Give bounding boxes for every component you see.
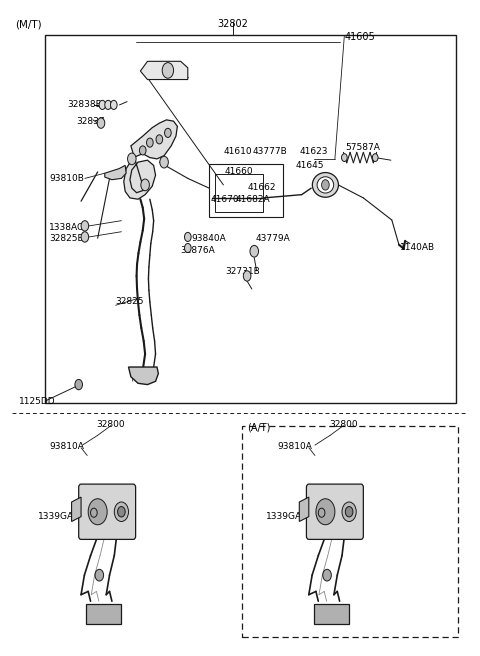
Circle shape bbox=[91, 508, 97, 518]
Circle shape bbox=[160, 156, 168, 168]
Circle shape bbox=[322, 180, 329, 190]
Text: 41610: 41610 bbox=[223, 146, 252, 155]
Circle shape bbox=[318, 508, 325, 518]
Bar bbox=[216, 174, 263, 213]
Text: 1140AB: 1140AB bbox=[400, 243, 435, 252]
Circle shape bbox=[243, 271, 251, 281]
Polygon shape bbox=[105, 165, 126, 180]
Circle shape bbox=[162, 62, 174, 78]
Circle shape bbox=[114, 502, 129, 522]
Text: 41605: 41605 bbox=[344, 32, 375, 42]
Text: 32802: 32802 bbox=[217, 19, 248, 29]
FancyBboxPatch shape bbox=[79, 484, 136, 539]
Circle shape bbox=[81, 232, 89, 242]
Circle shape bbox=[342, 502, 356, 522]
Circle shape bbox=[99, 100, 106, 110]
Text: 32837: 32837 bbox=[76, 117, 105, 126]
Text: 41682A: 41682A bbox=[235, 195, 270, 204]
Text: 41660: 41660 bbox=[225, 167, 253, 176]
Circle shape bbox=[105, 100, 111, 110]
Polygon shape bbox=[140, 61, 188, 79]
Bar bbox=[86, 604, 121, 624]
Text: 1339GA: 1339GA bbox=[266, 512, 302, 521]
Text: (A/T): (A/T) bbox=[247, 422, 271, 432]
Text: (M/T): (M/T) bbox=[14, 19, 41, 29]
Polygon shape bbox=[124, 120, 178, 199]
Text: 32800: 32800 bbox=[96, 420, 125, 429]
Circle shape bbox=[184, 232, 191, 241]
Circle shape bbox=[342, 154, 347, 161]
Text: 41651: 41651 bbox=[162, 71, 190, 80]
Circle shape bbox=[141, 179, 149, 191]
Circle shape bbox=[95, 569, 104, 581]
Circle shape bbox=[110, 100, 117, 110]
Text: 93810B: 93810B bbox=[49, 174, 84, 183]
Bar bbox=[209, 164, 283, 217]
Polygon shape bbox=[129, 367, 158, 384]
Text: 57587A: 57587A bbox=[345, 142, 380, 152]
Text: 32800: 32800 bbox=[329, 420, 358, 429]
Text: 41662: 41662 bbox=[247, 183, 276, 192]
Text: 41623: 41623 bbox=[300, 146, 328, 155]
Ellipse shape bbox=[312, 173, 338, 197]
Text: 32731B: 32731B bbox=[225, 267, 260, 276]
Text: 32876A: 32876A bbox=[180, 246, 216, 255]
Circle shape bbox=[345, 506, 353, 517]
Circle shape bbox=[156, 135, 163, 144]
Circle shape bbox=[128, 153, 136, 165]
Text: 41645: 41645 bbox=[296, 161, 324, 170]
Text: 43777B: 43777B bbox=[253, 146, 288, 155]
Text: 1339GA: 1339GA bbox=[38, 512, 74, 521]
Text: 32825: 32825 bbox=[116, 297, 144, 306]
Text: 93840A: 93840A bbox=[192, 234, 227, 243]
Bar bbox=[46, 35, 456, 403]
Text: 32838B: 32838B bbox=[67, 100, 102, 110]
Circle shape bbox=[139, 146, 146, 155]
Circle shape bbox=[372, 154, 378, 161]
Polygon shape bbox=[72, 497, 81, 522]
Text: 43779A: 43779A bbox=[255, 234, 290, 243]
Text: 93810A: 93810A bbox=[49, 442, 84, 451]
Circle shape bbox=[184, 243, 191, 253]
Circle shape bbox=[165, 129, 171, 137]
Bar bbox=[242, 426, 458, 637]
Text: 1125DD: 1125DD bbox=[19, 397, 56, 406]
Circle shape bbox=[316, 499, 335, 525]
Ellipse shape bbox=[317, 176, 334, 193]
FancyBboxPatch shape bbox=[306, 484, 363, 539]
Circle shape bbox=[97, 118, 105, 129]
Text: 1338AC: 1338AC bbox=[49, 222, 84, 232]
Text: 41670: 41670 bbox=[211, 195, 239, 204]
Bar bbox=[313, 604, 349, 624]
Polygon shape bbox=[300, 497, 309, 522]
Circle shape bbox=[250, 245, 259, 257]
Text: 93810A: 93810A bbox=[277, 442, 312, 451]
Circle shape bbox=[81, 220, 89, 231]
Circle shape bbox=[323, 569, 331, 581]
Circle shape bbox=[118, 506, 125, 517]
Text: 32825E: 32825E bbox=[49, 234, 84, 243]
Circle shape bbox=[146, 138, 153, 147]
Circle shape bbox=[75, 379, 83, 390]
Circle shape bbox=[88, 499, 107, 525]
